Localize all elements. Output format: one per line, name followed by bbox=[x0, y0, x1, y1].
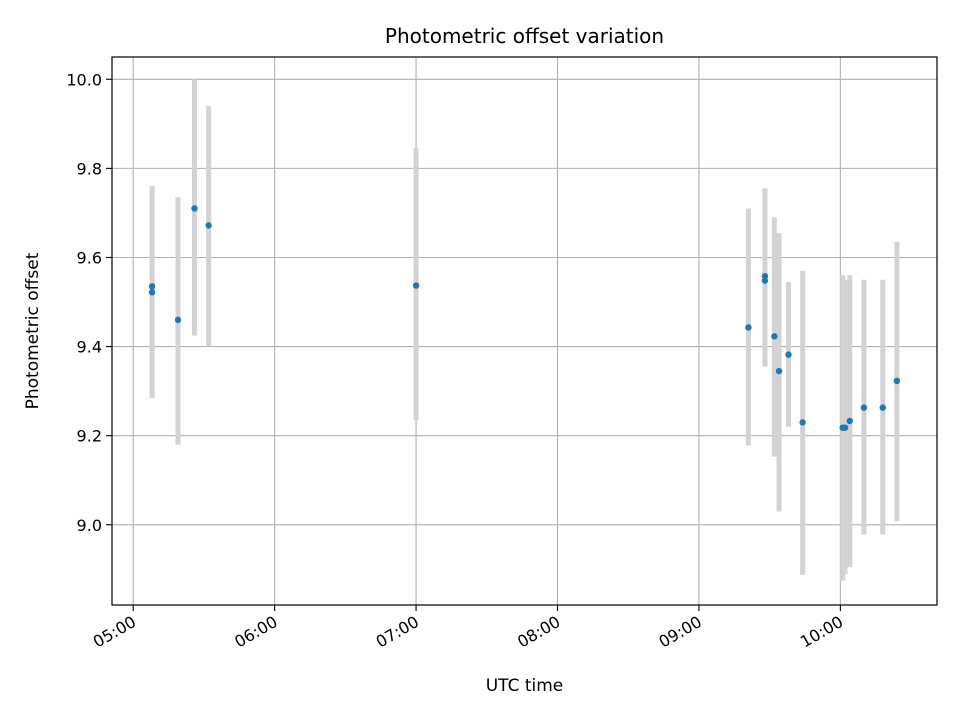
y-tick-label: 9.0 bbox=[77, 516, 102, 535]
data-point bbox=[148, 283, 156, 290]
data-point bbox=[148, 289, 156, 296]
y-tick-label: 9.2 bbox=[77, 427, 102, 446]
data-point bbox=[412, 282, 420, 289]
y-axis-ticks: 9.0 9.2 9.4 9.6 9.8 10.0 bbox=[66, 70, 112, 535]
y-tick-label: 9.8 bbox=[77, 159, 102, 178]
data-point bbox=[761, 273, 769, 280]
y-axis-label: Photometric offset bbox=[23, 252, 43, 409]
data-point bbox=[785, 351, 792, 358]
data-point bbox=[799, 419, 806, 426]
data-point bbox=[745, 324, 752, 331]
y-tick-label: 9.4 bbox=[77, 338, 102, 357]
data-points bbox=[148, 205, 901, 431]
data-point bbox=[841, 424, 849, 431]
data-point bbox=[771, 333, 778, 340]
x-axis-label: UTC time bbox=[486, 676, 564, 696]
data-point bbox=[879, 404, 886, 411]
data-point bbox=[846, 417, 853, 425]
data-point bbox=[775, 367, 783, 375]
chart-title: Photometric offset variation bbox=[385, 24, 664, 48]
y-tick-label: 9.6 bbox=[77, 248, 102, 267]
data-point bbox=[860, 404, 868, 411]
data-point bbox=[761, 277, 769, 284]
y-tick-label: 10.0 bbox=[66, 70, 102, 89]
data-point bbox=[893, 377, 901, 385]
data-point bbox=[205, 222, 212, 229]
data-point bbox=[191, 205, 198, 212]
data-point bbox=[174, 316, 182, 324]
plot-frame bbox=[111, 56, 938, 606]
